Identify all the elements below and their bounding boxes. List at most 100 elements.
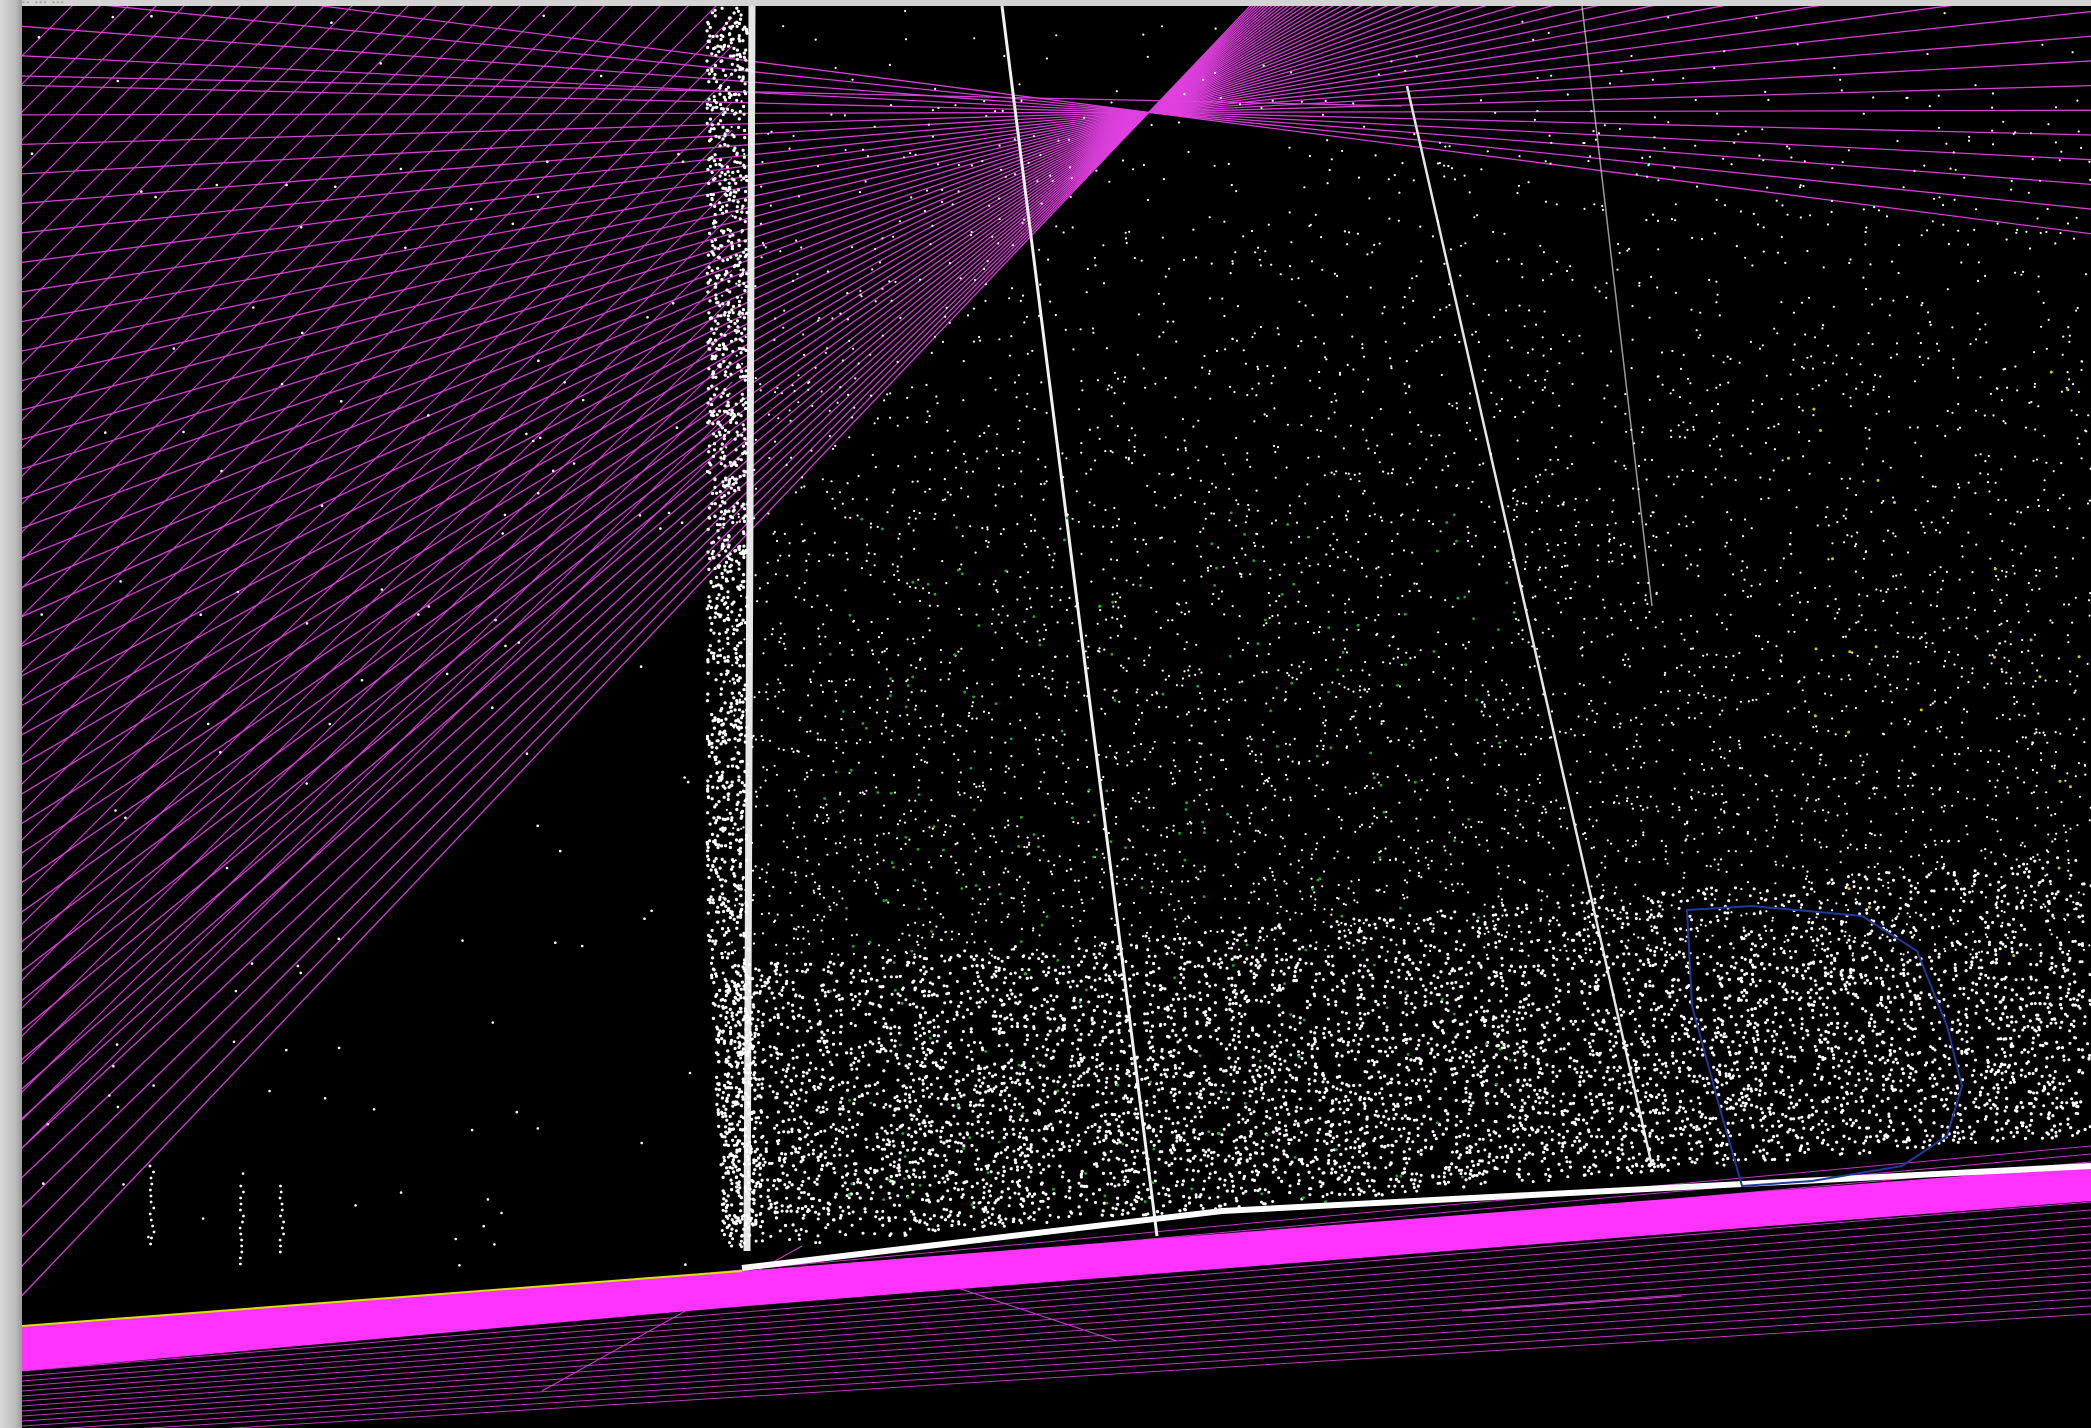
point-cloud-scene[interactable] (22, 6, 2091, 1428)
point (1419, 1097, 1423, 1101)
point (1541, 890, 1544, 893)
point (941, 200, 944, 203)
point (1231, 1184, 1235, 1188)
point (1736, 708, 1739, 711)
point (1337, 883, 1340, 887)
point (2006, 1065, 2010, 1069)
point (1041, 1199, 1045, 1203)
point (1429, 596, 1432, 599)
point (1657, 810, 1660, 813)
point (816, 594, 819, 597)
point (2031, 741, 2034, 744)
point (1194, 673, 1197, 677)
point (1695, 1080, 1699, 1084)
point (943, 1030, 948, 1034)
point (1344, 1095, 1348, 1099)
point (1767, 98, 1770, 101)
point (1809, 214, 1812, 217)
point (1742, 589, 1745, 592)
point (1525, 800, 1528, 803)
point (1405, 727, 1408, 730)
point-cloud-viewport[interactable] (22, 6, 2091, 1428)
point (966, 1073, 970, 1077)
point (1140, 711, 1144, 715)
point (1975, 1004, 1979, 1008)
point (945, 306, 948, 309)
point (1059, 527, 1062, 530)
point (1906, 295, 1909, 298)
point (1215, 349, 1219, 352)
point (1046, 792, 1049, 795)
point (1566, 827, 1569, 830)
point (1805, 1093, 1809, 1097)
point (1354, 830, 1357, 834)
point (1875, 588, 1878, 591)
point (1114, 600, 1117, 604)
point (1325, 1141, 1329, 1146)
point (1897, 243, 1901, 247)
point (781, 1171, 785, 1175)
point (1323, 520, 1326, 523)
point (1780, 654, 1783, 657)
point (1174, 918, 1177, 921)
point (751, 736, 754, 739)
point (1500, 901, 1503, 904)
point (832, 1154, 836, 1158)
point (1409, 476, 1412, 480)
point (1568, 1165, 1572, 1169)
point (1467, 960, 1471, 964)
point (1177, 900, 1180, 903)
point (1289, 796, 1292, 799)
point (848, 436, 851, 439)
point (721, 878, 725, 881)
point (1483, 752, 1486, 755)
point (761, 1077, 765, 1081)
point (1032, 927, 1035, 930)
point (962, 360, 965, 363)
point (743, 946, 746, 949)
point (1310, 857, 1313, 860)
point (1074, 879, 1077, 882)
point (847, 800, 850, 803)
point (2071, 621, 2074, 624)
point (1838, 608, 1841, 611)
point (1237, 637, 1240, 640)
point (1640, 723, 1643, 726)
point (1743, 578, 1746, 581)
point (746, 706, 749, 709)
point (1068, 1185, 1072, 1189)
point (1792, 974, 1796, 978)
point (1021, 294, 1025, 297)
point (1526, 351, 1530, 354)
point (765, 1140, 769, 1144)
point (739, 315, 742, 319)
point (1269, 577, 1272, 580)
point (1889, 466, 1892, 469)
point (1875, 1032, 1879, 1036)
point (1601, 1149, 1605, 1153)
point (890, 690, 893, 693)
point (1139, 743, 1143, 746)
point (1530, 921, 1533, 924)
point (1996, 222, 1999, 225)
point (1192, 1128, 1196, 1132)
point (929, 243, 932, 246)
point (819, 643, 822, 646)
point (1092, 966, 1096, 970)
point (1152, 961, 1156, 966)
point (1700, 238, 1704, 241)
point (1114, 1207, 1118, 1211)
left-panel-edge[interactable] (0, 0, 22, 1428)
point (1691, 469, 1695, 473)
point (958, 607, 961, 611)
point (1641, 647, 1645, 650)
point (1596, 1009, 1600, 1013)
point (1546, 542, 1549, 546)
point (1358, 685, 1362, 688)
point (1325, 358, 1328, 361)
point (1000, 850, 1004, 853)
point (1403, 295, 1406, 299)
point (1832, 654, 1835, 658)
point (1969, 953, 1972, 956)
point (1041, 1191, 1045, 1195)
